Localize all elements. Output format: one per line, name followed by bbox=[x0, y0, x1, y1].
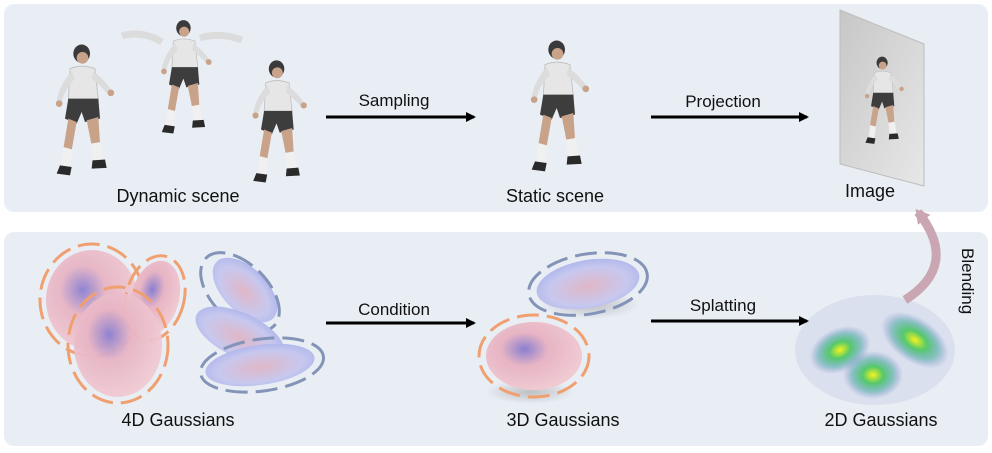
gaussians-3d-label: 3D Gaussians bbox=[506, 410, 620, 430]
condition-label: Condition bbox=[358, 300, 430, 319]
gaussians-4d-left-cluster bbox=[38, 242, 187, 405]
image-label: Image bbox=[844, 181, 896, 201]
gaussians-4d-label: 4D Gaussians bbox=[121, 410, 235, 430]
projection-label: Projection bbox=[685, 92, 761, 111]
player-figure-icon bbox=[120, 19, 244, 135]
gaussians-4d-right-cluster bbox=[195, 251, 326, 394]
gaussian-splat-heatmap-icon bbox=[795, 295, 955, 405]
static-scene-label: Static scene bbox=[505, 186, 605, 206]
blending-label: Blending bbox=[958, 248, 977, 315]
sampling-label: Sampling bbox=[358, 91, 430, 110]
gaussians-3d bbox=[477, 251, 649, 404]
player-figure-icon bbox=[55, 44, 115, 176]
dynamic-scene-players bbox=[55, 19, 308, 184]
splatting-label: Splatting bbox=[689, 296, 757, 315]
player-figure-icon bbox=[530, 40, 590, 172]
dynamic-scene-label: Dynamic scene bbox=[116, 186, 240, 206]
player-figure-icon bbox=[251, 59, 308, 184]
gaussians-2d-label: 2D Gaussians bbox=[824, 410, 938, 430]
image-plane bbox=[839, 9, 925, 187]
blending-arrow bbox=[902, 208, 941, 304]
